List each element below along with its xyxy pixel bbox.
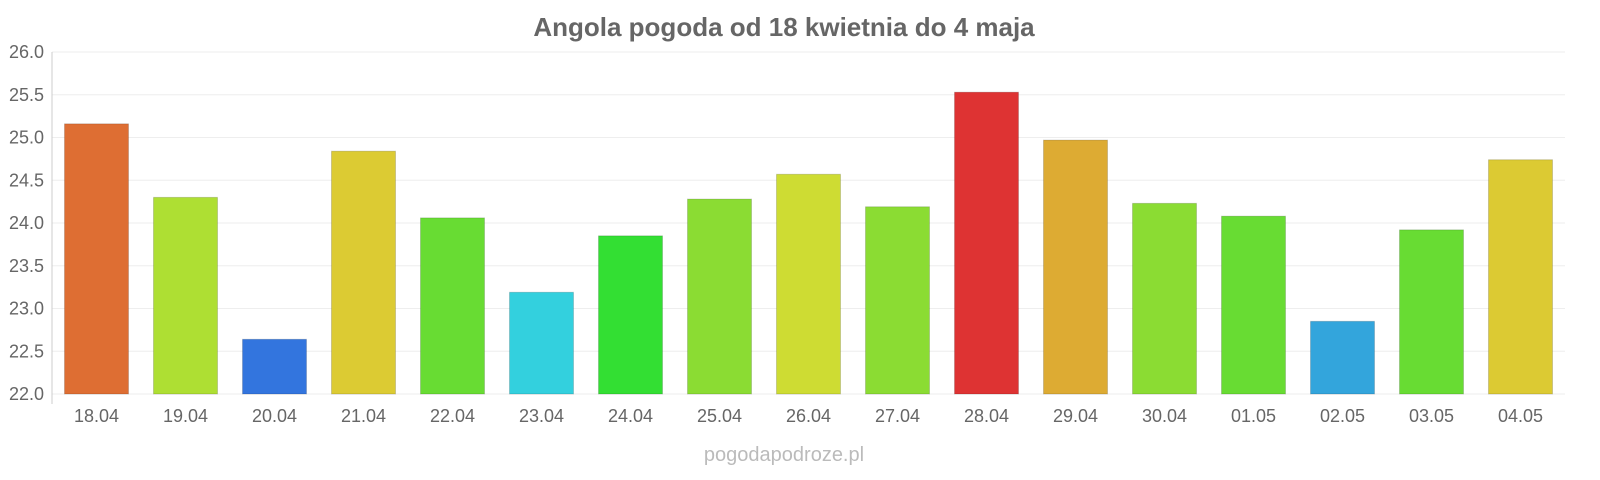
x-tick-label: 21.04 — [341, 406, 386, 426]
y-tick-label: 23.5 — [9, 256, 44, 276]
x-tick-label: 27.04 — [875, 406, 920, 426]
y-tick-label: 22.5 — [9, 341, 44, 361]
y-tick-label: 25.0 — [9, 128, 44, 148]
bar-18.04[interactable] — [64, 123, 129, 395]
bar-21.04[interactable] — [331, 150, 396, 395]
x-tick-label: 28.04 — [964, 406, 1009, 426]
x-tick-label: 03.05 — [1409, 406, 1454, 426]
x-tick-label: 29.04 — [1053, 406, 1098, 426]
bar-20.04[interactable] — [242, 338, 307, 395]
x-tick-label: 24.04 — [608, 406, 653, 426]
bar-04.05[interactable] — [1488, 159, 1553, 395]
bar-25.04[interactable] — [687, 198, 752, 395]
chart-title: Angola pogoda od 18 kwietnia do 4 maja — [533, 12, 1035, 42]
y-tick-label: 24.0 — [9, 213, 44, 233]
x-tick-label: 02.05 — [1320, 406, 1365, 426]
bar-27.04[interactable] — [865, 206, 930, 395]
bar-03.05[interactable] — [1399, 229, 1464, 395]
bar-19.04[interactable] — [153, 196, 218, 395]
bar-26.04[interactable] — [776, 173, 841, 395]
x-tick-label: 18.04 — [74, 406, 119, 426]
x-tick-label: 26.04 — [786, 406, 831, 426]
bar-29.04[interactable] — [1043, 139, 1108, 395]
y-tick-label: 26.0 — [9, 42, 44, 62]
x-tick-label: 04.05 — [1498, 406, 1543, 426]
bar-22.04[interactable] — [420, 217, 485, 395]
y-tick-label: 23.0 — [9, 299, 44, 319]
bar-02.05[interactable] — [1310, 320, 1375, 395]
bar-23.04[interactable] — [509, 291, 574, 395]
y-tick-label: 24.5 — [9, 170, 44, 190]
x-tick-label: 01.05 — [1231, 406, 1276, 426]
x-tick-label: 19.04 — [163, 406, 208, 426]
watermark: pogodapodroze.pl — [704, 444, 864, 466]
x-tick-label: 30.04 — [1142, 406, 1187, 426]
x-tick-label: 25.04 — [697, 406, 742, 426]
x-tick-label: 20.04 — [252, 406, 297, 426]
x-tick-label: 23.04 — [519, 406, 564, 426]
bar-24.04[interactable] — [598, 235, 663, 395]
y-tick-label: 25.5 — [9, 85, 44, 105]
x-tick-label: 22.04 — [430, 406, 475, 426]
y-tick-label: 22.0 — [9, 384, 44, 404]
bar-01.05[interactable] — [1221, 215, 1286, 395]
bar-28.04[interactable] — [954, 91, 1019, 395]
bar-30.04[interactable] — [1132, 202, 1197, 395]
